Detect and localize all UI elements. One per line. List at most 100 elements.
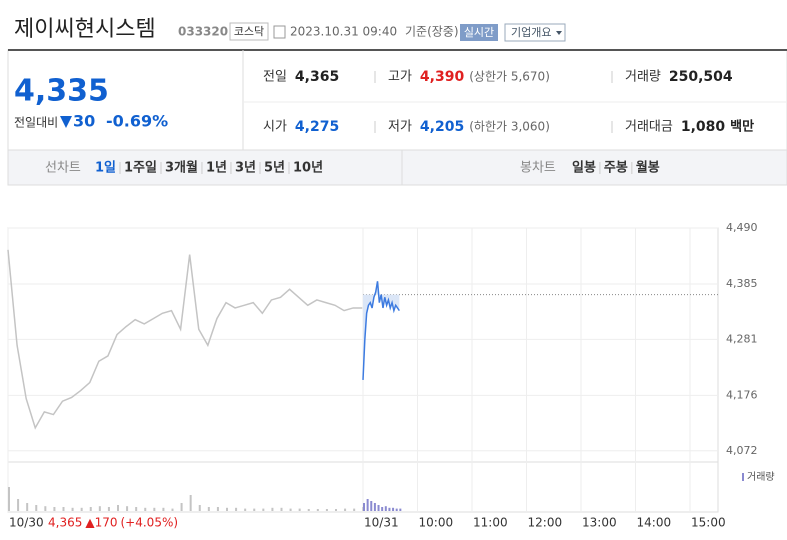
volume-bar <box>189 495 192 511</box>
basis: 기준(장중) <box>405 25 459 39</box>
market-box <box>229 22 269 41</box>
item-note: (하한가 3,060) <box>469 120 550 134</box>
volume-bar <box>62 507 65 511</box>
stock-name: 제이씨현시스템 <box>14 17 156 42</box>
company-box[interactable] <box>504 23 566 42</box>
item-label: 전일 <box>263 70 287 85</box>
volume-bar <box>153 507 156 511</box>
volume-bar <box>388 507 391 511</box>
x-tick-label: 10/31 <box>364 516 399 530</box>
tab-group-label: 선차트 <box>45 161 81 176</box>
tab[interactable]: 1일 <box>95 161 116 176</box>
tab[interactable]: 주봉 <box>604 161 628 176</box>
change-pct: -0.69% <box>106 112 168 131</box>
volume-bar <box>289 508 292 511</box>
volume-bar <box>162 507 165 511</box>
volume-bar <box>71 507 74 511</box>
footer-close: 4,365 <box>48 516 82 530</box>
tab[interactable]: 일봉 <box>572 161 596 176</box>
volume-bar <box>392 507 395 511</box>
y-tick-label: 4,385 <box>726 277 758 290</box>
volume-bar <box>353 508 356 511</box>
volume-bar <box>126 506 129 511</box>
y-tick-label: 4,490 <box>726 221 758 234</box>
item-label: 거래량 <box>625 70 661 85</box>
quote-panel <box>7 49 787 151</box>
item-value: 4,365 <box>295 69 339 85</box>
volume-bar <box>307 509 310 511</box>
tab[interactable]: 5년 <box>264 161 285 176</box>
datetime: 2023.10.31 09:40 <box>290 25 397 39</box>
dropdown-icon <box>556 31 562 35</box>
tab-group-label: 봉차트 <box>520 161 556 176</box>
volume-bar <box>271 507 274 511</box>
volume-bar <box>335 509 337 511</box>
tab[interactable]: 1년 <box>206 161 227 176</box>
footer-change: ▲170 <box>85 516 117 530</box>
volume-bar <box>53 507 56 511</box>
volume-bar <box>180 503 183 511</box>
volume-bar <box>135 507 138 511</box>
tab[interactable]: 10년 <box>293 161 323 176</box>
stock-code: 033320 <box>178 25 228 39</box>
volume-bar <box>89 507 92 511</box>
volume-bar <box>262 508 265 511</box>
item-label: 거래대금 <box>625 120 673 135</box>
x-tick-label: 11:00 <box>473 516 508 530</box>
volume-bar <box>399 508 402 511</box>
item-label: 저가 <box>388 120 412 135</box>
price-line <box>7 249 363 430</box>
volume-bar <box>316 509 319 511</box>
change: 30 <box>73 112 95 131</box>
volume-bar <box>381 507 384 511</box>
tab[interactable]: 3개월 <box>165 160 198 176</box>
tab[interactable]: 월봉 <box>636 160 660 176</box>
volume-bar <box>253 508 256 511</box>
y-tick-label: 4,176 <box>726 388 758 401</box>
volume-bar <box>144 507 147 511</box>
item-label: 시가 <box>263 120 287 135</box>
item-label: 고가 <box>388 70 412 85</box>
volume-bar <box>395 508 398 511</box>
x-tick-label: 10/30 <box>9 516 44 530</box>
x-tick-label: 14:00 <box>637 516 672 530</box>
y-tick-label: 4,281 <box>726 332 758 345</box>
item-value: 1,080 <box>681 119 726 135</box>
realtime[interactable]: 실시간 <box>464 26 494 39</box>
volume-bar <box>280 507 283 511</box>
realtime-badge[interactable] <box>460 24 498 41</box>
volume-bar <box>44 506 47 511</box>
volume-bar <box>198 505 201 511</box>
volume-bar <box>117 505 119 511</box>
item-value: 4,205 <box>420 119 464 135</box>
volume-bar <box>377 505 380 511</box>
x-tick-label: 13:00 <box>582 516 617 530</box>
volume-bar <box>244 508 247 511</box>
volume-bar <box>370 501 373 511</box>
volume-bar <box>325 509 328 511</box>
volume-bar <box>8 487 10 511</box>
volume-legend: 거래량 <box>747 471 775 483</box>
volume-bar <box>216 507 219 511</box>
volume-bar <box>35 505 38 511</box>
item-unit: 백만 <box>730 119 754 135</box>
change-label: 전일대비 <box>14 116 58 130</box>
item-value: 250,504 <box>669 69 733 85</box>
volume-bar <box>171 508 174 511</box>
volume-bar <box>373 503 376 511</box>
volume-bar <box>235 507 238 511</box>
volume-bar <box>80 507 83 511</box>
down-icon <box>60 116 72 128</box>
company[interactable]: 기업개요 <box>511 26 551 39</box>
tab-bar <box>7 149 787 186</box>
volume-bar <box>17 499 20 511</box>
volume-bar <box>384 506 387 511</box>
price: 4,335 <box>14 74 109 109</box>
price-line <box>362 281 400 380</box>
tab[interactable]: 3년 <box>235 161 256 176</box>
item-value: 4,390 <box>420 69 465 85</box>
item-note: (상한가 5,670) <box>469 70 550 84</box>
volume-bar <box>344 508 347 511</box>
tab[interactable]: 1주일 <box>124 161 157 176</box>
